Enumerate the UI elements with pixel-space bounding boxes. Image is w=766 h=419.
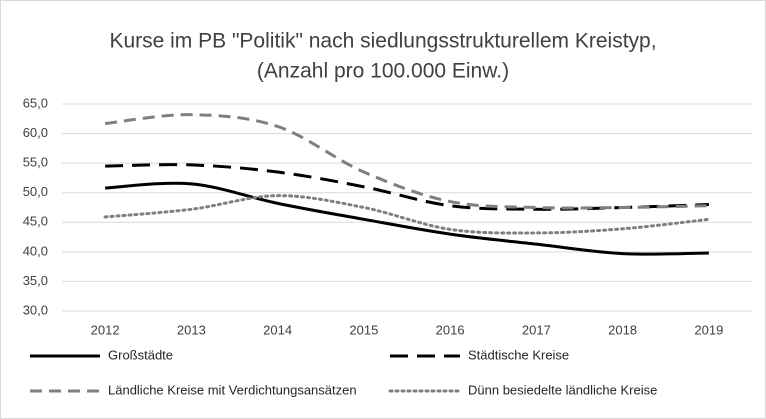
y-tick-label: 30,0: [23, 302, 48, 317]
x-tick-label: 2012: [91, 322, 120, 337]
y-tick-label: 40,0: [23, 243, 48, 258]
x-tick-label: 2019: [694, 322, 723, 337]
y-tick-label: 35,0: [23, 273, 48, 288]
series-line: [105, 163, 709, 211]
legend-label: Dünn besiedelte ländliche Kreise: [468, 382, 657, 397]
x-tick-label: 2014: [263, 322, 292, 337]
x-tick-label: 2015: [349, 322, 378, 337]
chart-title: Kurse im PB "Politik" nach siedlungsstru…: [109, 30, 656, 53]
y-tick-label: 60,0: [23, 125, 48, 140]
legend-label: Ländliche Kreise mit Verdichtungsansätze…: [108, 382, 357, 397]
y-tick-label: 50,0: [23, 184, 48, 199]
y-tick-label: 65,0: [23, 95, 48, 110]
x-tick-label: 2017: [522, 322, 551, 337]
series-line: [105, 181, 709, 256]
x-tick-label: 2016: [436, 322, 465, 337]
x-tick-label: 2018: [608, 322, 637, 337]
chart-title: (Anzahl pro 100.000 Einw.): [257, 60, 509, 83]
y-tick-label: 55,0: [23, 155, 48, 170]
legend-label: Städtische Kreise: [468, 347, 569, 362]
x-tick-label: 2013: [177, 322, 206, 337]
series-line: [103, 194, 711, 235]
legend-label: Großstädte: [108, 347, 173, 362]
series-line: [104, 113, 709, 210]
y-tick-label: 45,0: [23, 214, 48, 229]
